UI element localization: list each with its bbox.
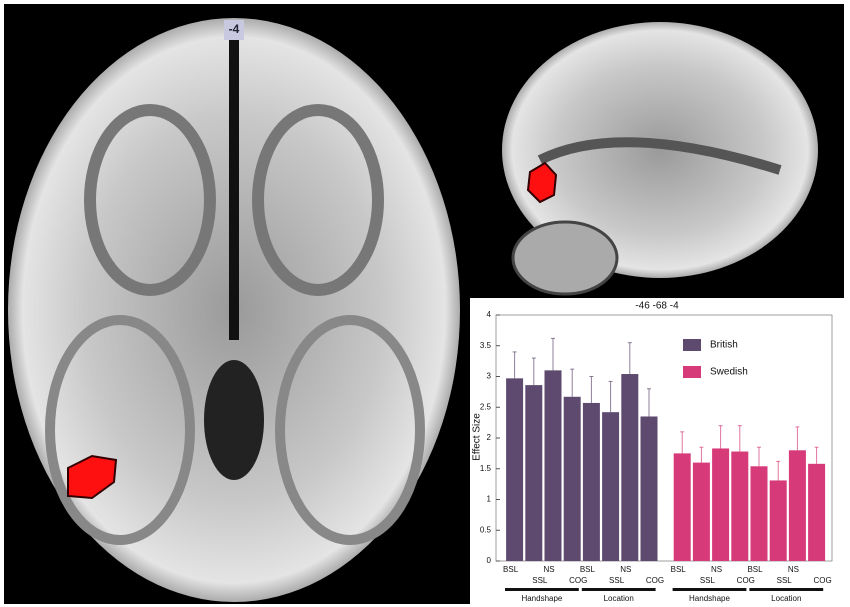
group-label: Location [771, 594, 801, 603]
x-tick-label: BSL [747, 565, 763, 574]
bar [506, 378, 524, 561]
x-tick-label: COG [813, 576, 831, 585]
bar [750, 466, 768, 561]
group-label: Handshape [689, 594, 730, 603]
axial-brain: -4 [8, 18, 460, 602]
group-bracket [749, 588, 824, 591]
x-tick-label: SSL [532, 576, 548, 585]
bar [673, 453, 691, 561]
bar [544, 370, 562, 561]
sagittal-brain [502, 22, 818, 296]
chart-title: -46 -68 -4 [635, 301, 679, 312]
y-tick-label: 0.5 [480, 525, 492, 534]
y-tick-label: 3 [487, 372, 492, 381]
x-tick-label: BSL [503, 565, 519, 574]
bar [525, 385, 543, 561]
x-tick-label: SSL [700, 576, 716, 585]
y-tick-label: 1 [487, 495, 492, 504]
y-tick-label: 3.5 [480, 341, 492, 350]
x-tick-label: NS [788, 565, 799, 574]
bar [640, 416, 658, 561]
x-tick-label: NS [620, 565, 631, 574]
bar [808, 463, 826, 561]
bar [563, 396, 581, 561]
legend-swatch [683, 339, 701, 351]
x-tick-label: COG [737, 576, 755, 585]
group-bracket [672, 588, 747, 591]
x-tick-label: BSL [671, 565, 687, 574]
x-tick-label: SSL [609, 576, 625, 585]
x-tick-label: NS [711, 565, 722, 574]
bar [712, 448, 730, 561]
plot: 0 0.5 1 1.5 2 2.5 3 3.5 4 BSL SSL NS COG BSL SSL NS COG H… [480, 310, 833, 603]
x-tick-label: COG [646, 576, 664, 585]
x-tick-label: COG [569, 576, 587, 585]
x-tick-label: BSL [580, 565, 596, 574]
bar [692, 462, 710, 561]
bar [769, 480, 787, 561]
activation [526, 161, 558, 204]
bar [731, 451, 749, 561]
y-tick-label: 0 [487, 556, 492, 565]
legend-label: Swedish [710, 367, 748, 378]
y-tick-label: 1.5 [480, 464, 492, 473]
bar [582, 402, 600, 561]
legend-label: British [710, 340, 738, 351]
slice-label: -4 [229, 22, 240, 36]
activation [67, 454, 118, 500]
group-bracket [581, 588, 656, 591]
y-tick-label: 2.5 [480, 402, 492, 411]
legend-swatch [683, 366, 701, 378]
group-label: Location [604, 594, 634, 603]
x-tick-label: SSL [777, 576, 793, 585]
bar [602, 412, 620, 561]
bar [621, 374, 639, 561]
group-bracket [505, 588, 579, 591]
x-tick-label: NS [543, 565, 554, 574]
bar [788, 450, 806, 561]
y-tick-label: 4 [487, 310, 492, 319]
y-tick-label: 2 [487, 433, 492, 442]
group-label: Handshape [521, 594, 562, 603]
y-axis-label: Effect Size [472, 413, 483, 461]
